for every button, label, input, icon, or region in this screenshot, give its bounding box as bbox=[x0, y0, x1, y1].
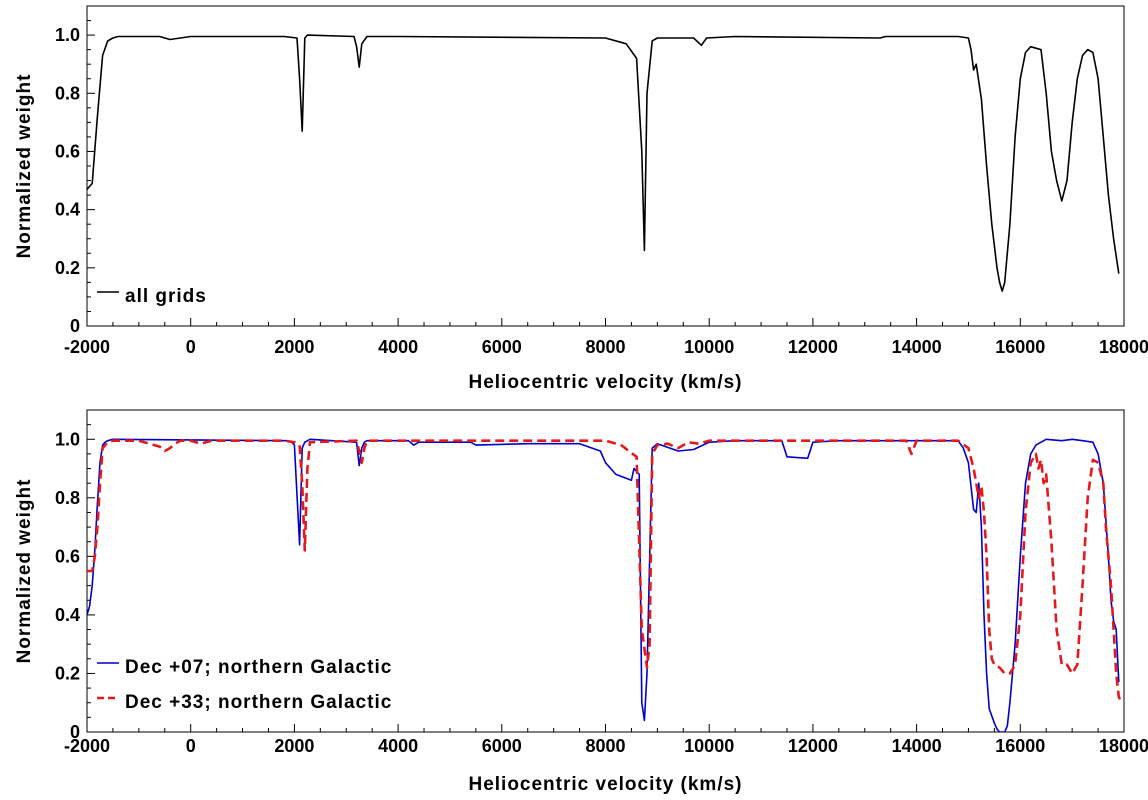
y-axis-title: Normalized weight bbox=[14, 74, 35, 259]
y-axis-title: Normalized weight bbox=[14, 479, 35, 664]
x-tick-label: -2000 bbox=[64, 337, 110, 357]
y-tick-label: 0.4 bbox=[55, 200, 80, 220]
y-tick-label: 0 bbox=[70, 316, 80, 336]
x-tick-label: 12000 bbox=[788, 736, 838, 756]
x-tick-label: 6000 bbox=[482, 337, 522, 357]
x-tick-label: 0 bbox=[186, 337, 196, 357]
x-tick-label: 16000 bbox=[995, 736, 1045, 756]
bottom-panel: -2000 0 2000 4000 6000 8000 10000 12000 14000 160… bbox=[14, 409, 1148, 795]
x-tick-label: 18000 bbox=[1099, 736, 1148, 756]
x-tick-label: 8000 bbox=[585, 736, 625, 756]
y-tick-label: 1.0 bbox=[55, 429, 80, 449]
series-line-1 bbox=[87, 438, 1120, 732]
x-tick-label: 10000 bbox=[684, 337, 734, 357]
x-axis-title: Heliocentric velocity (km/s) bbox=[468, 774, 742, 795]
plot-frame bbox=[86, 409, 1125, 733]
legend-label: Dec +33; northern Galactic bbox=[125, 692, 392, 713]
y-tick-label: 1.0 bbox=[55, 25, 80, 45]
x-axis-title: Heliocentric velocity (km/s) bbox=[468, 372, 742, 393]
y-tick-label: 0.4 bbox=[55, 605, 80, 625]
y-tick-label: 0 bbox=[70, 722, 80, 742]
x-tick-label: 14000 bbox=[892, 337, 942, 357]
x-tick-label: 10000 bbox=[684, 736, 734, 756]
x-tick-label: 14000 bbox=[892, 736, 942, 756]
x-tick-label: 8000 bbox=[585, 337, 625, 357]
x-tick-label: 2000 bbox=[274, 337, 314, 357]
y-tick-label: 0.8 bbox=[55, 488, 80, 508]
top-panel: -2000 0 2000 4000 6000 8000 10000 12000 14000 160… bbox=[14, 5, 1148, 393]
series-line-2 bbox=[87, 439, 1123, 704]
series-line-1 bbox=[87, 34, 1120, 292]
plot-frame bbox=[86, 5, 1125, 327]
y-tick-label: 0.8 bbox=[55, 83, 80, 103]
x-tick-label: 16000 bbox=[995, 337, 1045, 357]
legend-label: Dec +07; northern Galactic bbox=[125, 657, 392, 678]
x-tick-label: 18000 bbox=[1099, 337, 1148, 357]
x-tick-label: 4000 bbox=[378, 736, 418, 756]
x-tick-label: -2000 bbox=[64, 736, 110, 756]
x-tick-label: 12000 bbox=[788, 337, 838, 357]
y-tick-label: 0.2 bbox=[55, 258, 80, 278]
x-tick-label: 0 bbox=[186, 736, 196, 756]
x-tick-label: 2000 bbox=[274, 736, 314, 756]
y-tick-label: 0.2 bbox=[55, 663, 80, 683]
y-tick-label: 0.6 bbox=[55, 546, 80, 566]
x-tick-label: 6000 bbox=[482, 736, 522, 756]
legend-label: all grids bbox=[125, 286, 207, 307]
x-tick-label: 4000 bbox=[378, 337, 418, 357]
y-tick-label: 0.6 bbox=[55, 141, 80, 161]
